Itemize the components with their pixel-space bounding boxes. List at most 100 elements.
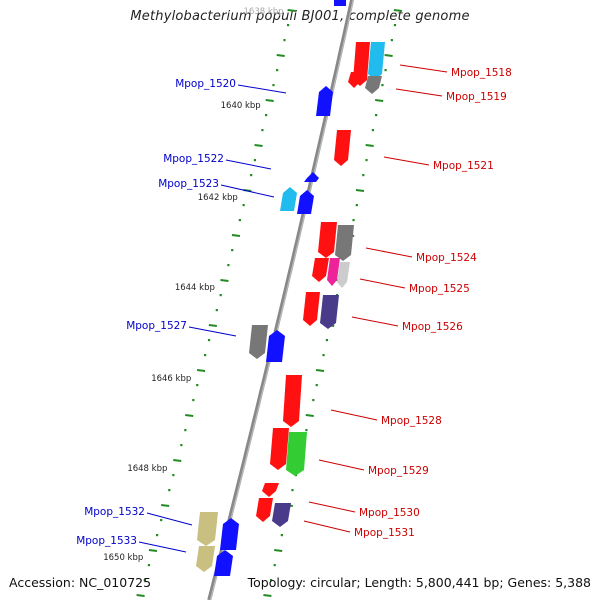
scale-dot bbox=[276, 69, 279, 72]
scale-tick bbox=[173, 459, 182, 462]
ruler-label: 1638 kbp bbox=[244, 7, 284, 17]
scale-dot bbox=[375, 114, 378, 117]
gene-label: Mpop_1525 bbox=[409, 283, 470, 295]
scale-dot bbox=[272, 84, 275, 87]
scale-tick bbox=[274, 549, 283, 552]
scale-dot bbox=[238, 219, 241, 222]
gene-1523-arrow bbox=[280, 187, 297, 211]
gene-1525c-arrow bbox=[337, 262, 350, 288]
scale-dot bbox=[280, 534, 283, 537]
scale-tick bbox=[355, 189, 365, 192]
scale-dot bbox=[286, 24, 290, 27]
gene-1524-arrow bbox=[318, 222, 337, 258]
gene-leader-line bbox=[365, 247, 413, 258]
scale-tick bbox=[265, 99, 274, 102]
gene-1521-arrow bbox=[334, 130, 351, 166]
scale-tick bbox=[315, 369, 325, 372]
gene-1532b-arrow bbox=[220, 518, 239, 550]
scale-tick bbox=[220, 279, 229, 282]
gene-leader-line bbox=[225, 159, 272, 170]
gene-1526-arrow bbox=[303, 292, 320, 326]
gene-label: Mpop_1531 bbox=[354, 527, 415, 539]
gene-1525b-arrow bbox=[327, 258, 340, 286]
gene-1518b-arrow-shade bbox=[173, 42, 181, 80]
scale-dot bbox=[231, 249, 234, 252]
scale-tick bbox=[375, 99, 384, 102]
gene-label: Mpop_1522 bbox=[163, 153, 224, 165]
gene-leader-line bbox=[330, 409, 378, 421]
gene-leader-line bbox=[399, 64, 448, 73]
gene-1525c-arrow-shade bbox=[157, 262, 163, 288]
gene-1522-arrow bbox=[304, 172, 319, 182]
gene-1527-arrow bbox=[249, 325, 268, 359]
gene-1530-arrow bbox=[262, 483, 279, 497]
scale-dot bbox=[365, 159, 368, 162]
scale-dot bbox=[168, 489, 171, 492]
scale-dot bbox=[322, 354, 325, 357]
scale-tick bbox=[231, 234, 241, 237]
map-title: Methylobacterium populi BJ001, complete … bbox=[130, 9, 470, 24]
gene-1518b-arrow bbox=[368, 42, 385, 80]
gene-1528-arrow bbox=[283, 375, 302, 427]
scale-dot bbox=[384, 69, 387, 72]
gene-label: Mpop_1518 bbox=[451, 67, 512, 79]
gene-1528-arrow-shade bbox=[136, 375, 145, 427]
gene-1521-arrow-shade bbox=[158, 130, 166, 166]
gene-1519b-arrow-shade bbox=[163, 72, 170, 88]
scale-dot bbox=[196, 384, 199, 387]
scale-dot bbox=[204, 354, 207, 357]
gene-label: Mpop_1520 bbox=[175, 78, 236, 90]
accession-text: Accession: NC_010725 bbox=[9, 575, 152, 590]
gene-1532b-arrow-shade bbox=[107, 518, 117, 550]
ruler-label: 1648 kbp bbox=[127, 464, 167, 474]
gene-label: Mpop_1528 bbox=[381, 415, 442, 427]
gene-1531-arrow bbox=[256, 498, 273, 522]
scale-dot bbox=[253, 159, 257, 162]
gene-1525-arrow bbox=[312, 258, 329, 282]
scale-dot bbox=[180, 444, 183, 447]
scale-dot bbox=[242, 204, 245, 207]
gene-1533b-arrow bbox=[214, 550, 233, 576]
ruler-label: 1650 kbp bbox=[103, 553, 143, 563]
gene-1519-arrow bbox=[365, 76, 382, 94]
gene-1523b-arrow-shade bbox=[141, 190, 149, 214]
gene-1531-arrow-shade bbox=[122, 498, 131, 522]
scale-dot bbox=[215, 309, 218, 312]
gene-label: Mpop_1533 bbox=[76, 535, 137, 547]
scale-dot bbox=[390, 39, 393, 42]
scale-dot bbox=[273, 564, 276, 567]
scale-dot bbox=[283, 39, 286, 42]
gene-1526b-arrow-shade bbox=[152, 295, 162, 329]
ruler-label: 1642 kbp bbox=[198, 193, 238, 203]
scale-dot bbox=[250, 174, 253, 177]
scale-dot bbox=[381, 84, 384, 87]
gene-label: Mpop_1532 bbox=[84, 506, 145, 518]
gene-1519b-arrow bbox=[348, 72, 363, 88]
scale-dot bbox=[156, 534, 159, 537]
gene-1524b-arrow-shade bbox=[159, 225, 169, 261]
scale-dot bbox=[315, 384, 318, 387]
gene-1524b-arrow bbox=[335, 225, 354, 261]
genome-summary-text: Topology: circular; Length: 5,800,441 bp… bbox=[247, 575, 591, 590]
gene-label: Mpop_1526 bbox=[402, 321, 463, 333]
gene-1529-arrow-shade bbox=[130, 428, 139, 470]
scale-dot bbox=[192, 399, 195, 402]
gene-leader-line bbox=[395, 88, 443, 97]
gene-label: Mpop_1523 bbox=[158, 178, 219, 190]
scale-tick bbox=[196, 369, 206, 372]
gene-1524-arrow-shade bbox=[151, 222, 161, 258]
gene-top-partial bbox=[334, 0, 346, 6]
scale-tick bbox=[305, 414, 314, 417]
gene-1531b-arrow-shade bbox=[131, 503, 140, 527]
gene-1522-arrow-shade bbox=[143, 172, 151, 182]
gene-1533-arrow bbox=[196, 546, 215, 572]
scale-dot bbox=[143, 579, 146, 582]
scale-tick bbox=[254, 144, 263, 147]
scale-dot bbox=[371, 129, 375, 132]
scale-tick bbox=[136, 594, 145, 597]
gene-leader-line bbox=[138, 541, 187, 553]
ruler-label: 1646 kbp bbox=[151, 374, 191, 384]
scale-tick bbox=[263, 594, 272, 597]
